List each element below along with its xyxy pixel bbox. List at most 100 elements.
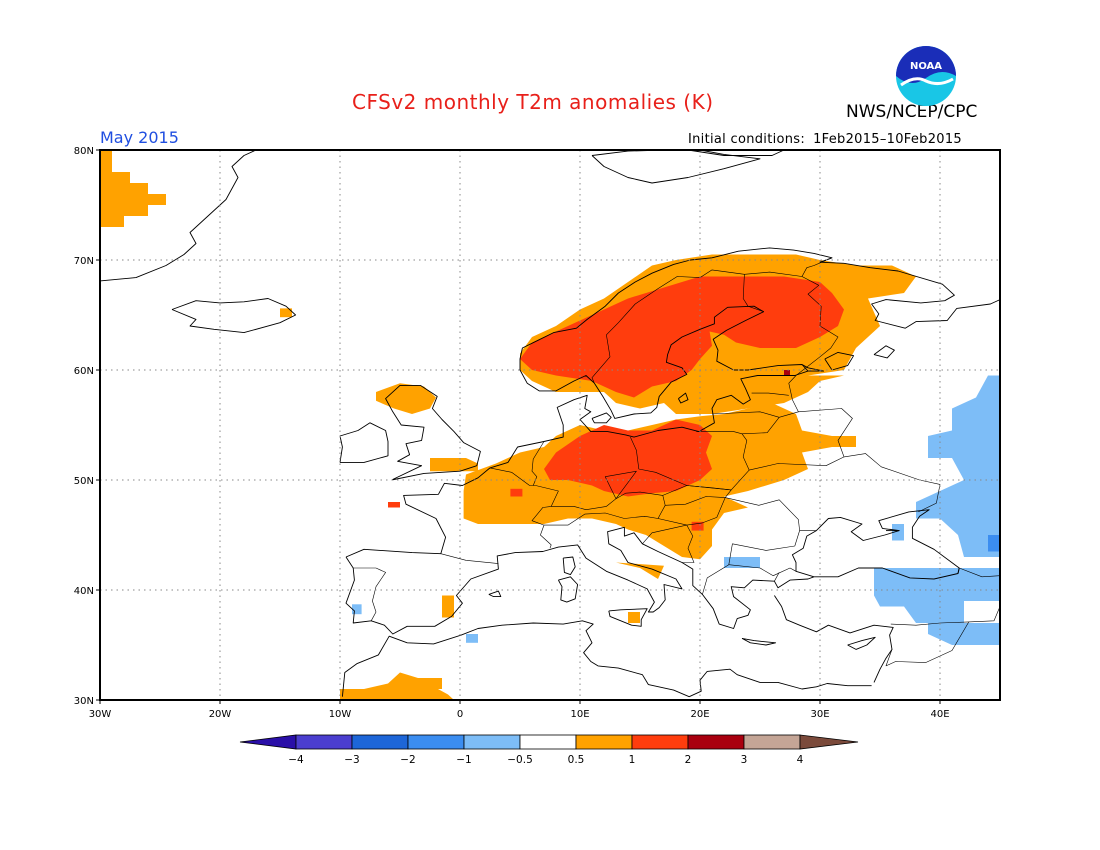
border-10 <box>728 564 797 577</box>
logo-text: NOAA <box>910 61 942 72</box>
border-6 <box>604 470 637 499</box>
y-axis-ticks: 30N 40N 50N 60N 70N 80N <box>74 146 100 707</box>
anomaly-red-dot-finland <box>784 370 790 376</box>
border-18 <box>742 274 764 312</box>
anomaly-sicily <box>628 612 640 623</box>
y-tick-80N: 80N <box>74 146 94 157</box>
anomaly-black-sea-blue <box>892 524 904 541</box>
x-tick-10W: 10W <box>329 709 352 720</box>
anomaly-portugal-blue <box>352 604 362 615</box>
x-tick-0: 0 <box>457 709 463 720</box>
colorbar-tick-6: 1 <box>629 754 636 766</box>
colorbar-tick-4: −0.5 <box>507 754 533 766</box>
colorbar-box-8 <box>743 734 801 750</box>
coast-lake-onega <box>873 345 895 359</box>
coastlines <box>99 149 1001 698</box>
organization-label: NWS/NCEP/CPC <box>846 102 978 122</box>
map-frame <box>99 149 1001 701</box>
coast-lake-ladoga <box>824 351 855 371</box>
coast-mallorca <box>488 590 502 598</box>
x-axis-ticks: 30W 20W 10W 0 10E 20E 30E 40E <box>89 700 950 720</box>
colorbar-right-arrow <box>799 734 859 750</box>
colorbar-box-3 <box>463 734 521 750</box>
x-tick-20E: 20E <box>690 709 709 720</box>
coast-gulf-finland <box>801 364 825 372</box>
border-21 <box>774 572 780 582</box>
border-4 <box>544 491 666 526</box>
colorbar-tick-9: 4 <box>797 754 804 766</box>
border-14 <box>711 411 780 418</box>
coast-black-sea-east <box>957 567 960 574</box>
x-tick-10E: 10E <box>570 709 589 720</box>
border-11 <box>642 524 695 563</box>
anomaly-iran-blue <box>928 623 1000 645</box>
y-tick-30N: 30N <box>74 696 94 707</box>
y-tick-60N: 60N <box>74 366 94 377</box>
anomaly-turkey <box>820 436 856 447</box>
anomaly-caspian-blue-deep <box>988 535 1000 552</box>
y-tick-50N: 50N <box>74 476 94 487</box>
coast-sicily <box>608 608 648 627</box>
colorbar-box-2 <box>407 734 465 750</box>
coast-mainland <box>345 247 1001 558</box>
anomaly-iceland-dot <box>280 308 292 318</box>
colorbar-tick-5: 0.5 <box>568 754 585 766</box>
coast-north-africa <box>341 620 872 698</box>
colorbar-box-5 <box>575 734 633 750</box>
border-22 <box>890 606 1001 626</box>
colorbar-box-7 <box>687 734 745 750</box>
border-1 <box>353 567 386 621</box>
border-19 <box>798 408 853 458</box>
map-title: CFSv2 monthly T2m anomalies (K) <box>352 90 714 114</box>
anomaly-alps-balkans <box>616 562 664 579</box>
border-23 <box>885 621 970 667</box>
y-tick-70N: 70N <box>74 256 94 267</box>
x-tick-40E: 40E <box>930 709 949 720</box>
colorbar-tick-2: −2 <box>400 754 415 766</box>
border-16 <box>795 257 839 376</box>
border-20 <box>959 567 1001 578</box>
lat-lon-grid <box>100 150 1000 700</box>
border-2 <box>489 467 559 549</box>
coast-anatolia-south <box>774 595 894 683</box>
coast-britain <box>385 384 481 481</box>
x-tick-20W: 20W <box>209 709 232 720</box>
coast-iceland <box>171 298 297 334</box>
coast-cyprus <box>847 636 876 650</box>
colorbar-box-4 <box>519 734 577 750</box>
colorbar-tick-8: 3 <box>741 754 748 766</box>
coast-zealand <box>591 412 612 424</box>
colorbar-tick-0: −4 <box>288 754 304 766</box>
coast-corsica <box>562 556 576 576</box>
border-0 <box>440 553 499 564</box>
coast-east-greenland <box>99 149 257 282</box>
initial-conditions: Initial conditions: 1Feb2015–10Feb2015 <box>680 132 962 147</box>
anomaly-anatolia-blue <box>874 568 1000 623</box>
colorbar-left-arrow <box>239 734 297 750</box>
anomaly-africa-blue <box>466 634 478 643</box>
anomaly-north-sea-coast <box>430 458 478 472</box>
coast-spitsbergen <box>591 149 761 184</box>
anomaly-scandinavia-small-red <box>388 502 400 508</box>
coast-iberia-med <box>345 509 960 635</box>
anomaly-sardinia <box>442 595 454 618</box>
colorbar-box-6 <box>631 734 689 750</box>
y-tick-40N: 40N <box>74 586 94 597</box>
x-tick-30E: 30E <box>810 709 829 720</box>
colorbar-tick-1: −3 <box>344 754 359 766</box>
coast-gotland <box>678 392 689 404</box>
border-15 <box>751 392 789 396</box>
anomaly-baltic-states <box>712 375 844 414</box>
anomaly-spain-south <box>340 672 454 700</box>
border-12 <box>749 453 941 513</box>
border-8 <box>657 497 817 531</box>
colorbar-tick-3: −1 <box>456 754 471 766</box>
initial-conditions-value: 1Feb2015–10Feb2015 <box>813 132 962 147</box>
anomaly-caspian-blue <box>916 375 1000 557</box>
anomaly-germany-poland-red <box>544 419 712 497</box>
anomaly-britain <box>376 383 436 414</box>
colorbar-box-0 <box>295 734 353 750</box>
coast-crete <box>741 637 777 646</box>
colorbar: −4 −3 −2 −1 −0.5 0.5 1 2 3 4 <box>239 734 859 766</box>
